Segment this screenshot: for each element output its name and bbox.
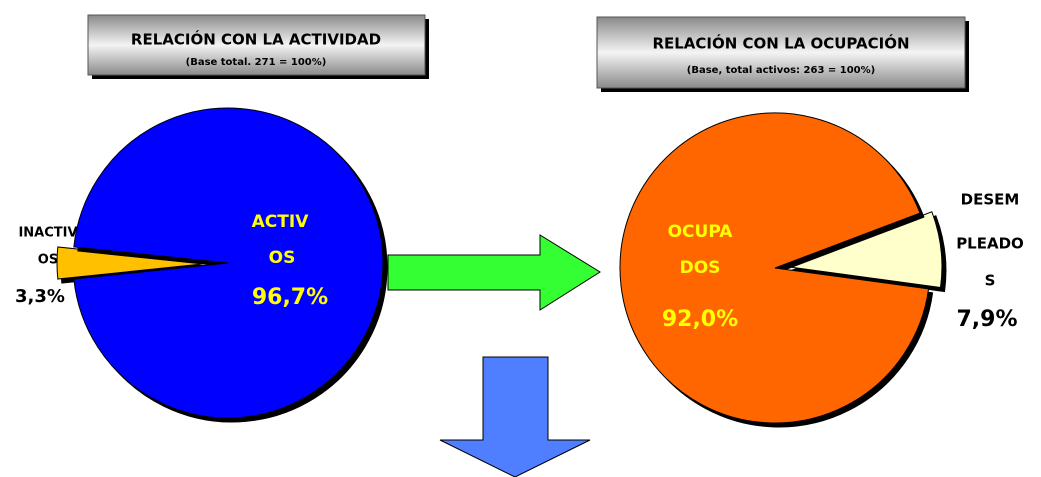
pie-slice — [786, 211, 943, 289]
slice-label: ACTIV — [252, 212, 310, 232]
slice-label: PLEADO — [956, 235, 1024, 253]
slice-label: INACTIV — [18, 226, 77, 241]
down-arrow — [439, 356, 591, 477]
pie-slice — [56, 246, 213, 280]
pie-slice — [73, 107, 384, 419]
chart-title: RELACIÓN CON LA ACTIVIDAD — [131, 30, 381, 49]
value-label: 96,7% — [252, 285, 328, 310]
chart-subtitle: (Base, total activos: 263 = 100%) — [687, 65, 875, 76]
value-label: 92,0% — [662, 307, 738, 332]
value-label: 7,9% — [956, 307, 1017, 332]
slice-label: OS — [269, 248, 296, 268]
chart-title: RELACIÓN CON LA OCUPACIÓN — [652, 34, 909, 53]
right-arrow — [387, 234, 601, 311]
title-box — [596, 16, 966, 89]
slice-label: DOS — [680, 258, 721, 278]
slice-label: DESEM — [961, 191, 1020, 209]
slice-label: S — [985, 272, 996, 290]
chart-subtitle: (Base total. 271 = 100%) — [186, 57, 327, 68]
pie-slice — [619, 112, 930, 424]
slice-label: OS — [38, 253, 58, 268]
title-box — [87, 14, 426, 76]
slice-label: OCUPA — [668, 222, 734, 242]
value-label: 3,3% — [15, 286, 65, 307]
